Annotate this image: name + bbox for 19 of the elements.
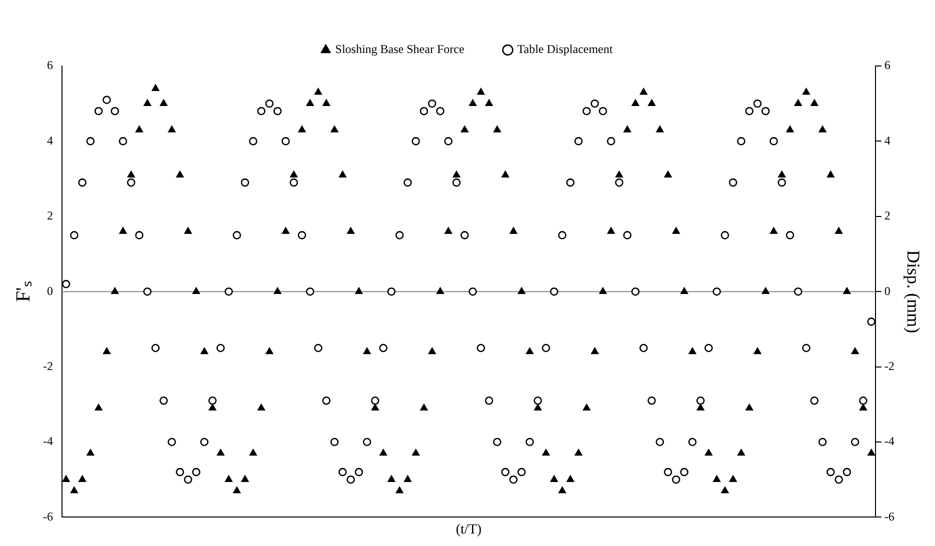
y-tick-label: -2: [42, 358, 53, 373]
y2-tick-label: -2: [884, 358, 894, 373]
y2-tick-label: 2: [884, 208, 890, 223]
y2-tick-label: 0: [884, 284, 890, 298]
legend-label: Sloshing Base Shear Force: [335, 42, 464, 56]
y-axis-title: F'ₛ: [12, 281, 34, 302]
y2-tick-label: -4: [884, 434, 894, 448]
legend-label: Table Displacement: [517, 42, 614, 56]
y2-tick-label: 6: [884, 58, 890, 72]
y2-tick-label: -6: [884, 509, 894, 524]
y-tick-label: 0: [46, 284, 53, 298]
y-tick-label: 4: [46, 133, 53, 148]
x-axis-title: (t/T): [456, 522, 482, 538]
y-tick-label: -6: [42, 509, 53, 524]
y-tick-label: 2: [46, 208, 53, 223]
y2-axis-title: Disp. (mm): [903, 250, 924, 334]
y-tick-label: -4: [42, 434, 53, 448]
y-tick-label: 6: [46, 58, 53, 72]
y2-tick-label: 4: [884, 133, 890, 148]
